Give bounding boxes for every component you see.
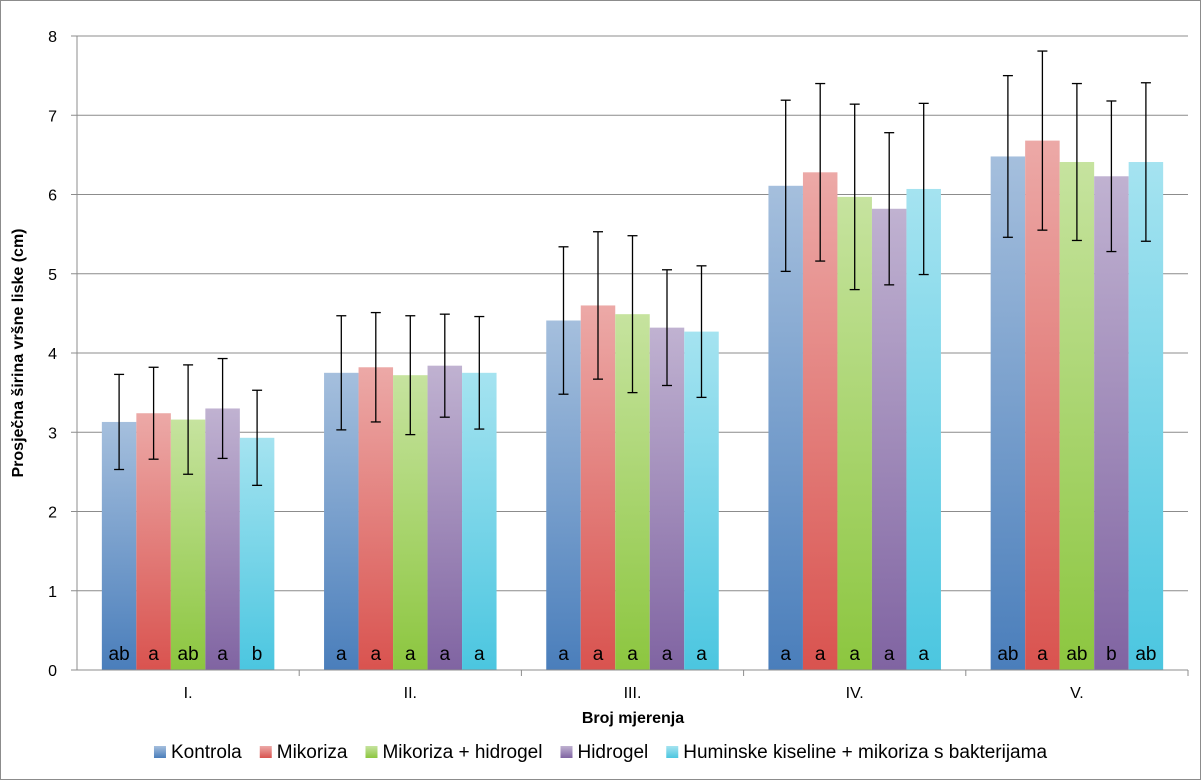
legend: Kontrola Mikoriza Mikoriza + hidrogel Hidro… (153, 742, 1047, 763)
legend-label: Hidrogel (577, 742, 648, 763)
significance-letter: a (849, 644, 860, 665)
bar (871, 208, 907, 670)
significance-letter: b (252, 644, 263, 665)
x-axis-label: Broj mjerenja (582, 710, 684, 727)
significance-letter: a (474, 644, 485, 665)
significance-letter: a (815, 644, 826, 665)
legend-swatch (259, 746, 272, 758)
y-tick-label: 2 (48, 505, 57, 522)
x-tick-label: III. (624, 685, 642, 702)
y-tick-label: 4 (48, 346, 57, 363)
legend-swatch (666, 746, 679, 758)
legend-label: Huminske kiseline + mikoriza s bakterija… (683, 742, 1047, 763)
significance-letter: a (336, 644, 347, 665)
bar (1094, 176, 1129, 670)
significance-letter: ab (178, 644, 199, 665)
y-tick-label: 5 (48, 267, 57, 284)
significance-letter: a (662, 644, 673, 665)
bar (990, 156, 1026, 670)
significance-letter: a (371, 644, 382, 665)
significance-letter: a (217, 644, 228, 665)
bar (1128, 162, 1164, 670)
significance-letter: a (593, 644, 604, 665)
y-tick-label: 8 (48, 29, 57, 46)
significance-letter: a (884, 644, 895, 665)
significance-letter: a (780, 644, 791, 665)
x-tick-label: I. (184, 685, 193, 702)
legend-label: Mikoriza (277, 742, 348, 763)
legend-swatch (365, 746, 378, 758)
y-tick-labels: 0 1 2 3 4 5 6 7 8 (48, 29, 57, 680)
legend-label: Kontrola (171, 742, 242, 763)
legend-label: Mikoriza + hidrogel (382, 742, 542, 763)
y-tick-label: 1 (48, 584, 57, 601)
x-tick-labels: I. II. III. IV. V. (184, 685, 1084, 702)
bars (101, 140, 1164, 671)
significance-letter: a (1037, 644, 1048, 665)
y-tick-label: 6 (48, 188, 57, 205)
legend-swatch (153, 746, 166, 758)
significance-letter: a (148, 644, 159, 665)
significance-letter: ab (1066, 644, 1087, 665)
significance-letter: ab (109, 644, 130, 665)
significance-letter: a (405, 644, 416, 665)
y-tick-label: 3 (48, 425, 57, 442)
significance-letter: a (440, 644, 451, 665)
y-tick-label: 7 (48, 108, 57, 125)
significance-letter: ab (997, 644, 1018, 665)
bar (1059, 162, 1095, 670)
y-tick-label: 0 (48, 663, 57, 680)
x-tick-label: V. (1070, 685, 1084, 702)
x-tick-label: II. (404, 685, 417, 702)
significance-letter: ab (1135, 644, 1156, 665)
x-tick-label: IV. (846, 685, 864, 702)
significance-letter: a (696, 644, 707, 665)
significance-letter: a (918, 644, 929, 665)
error-bars (114, 50, 1151, 486)
significance-letter: b (1106, 644, 1117, 665)
significance-letter: a (627, 644, 638, 665)
axes (71, 35, 1189, 676)
significance-letters: ab a ab a b a a a a a a a a a a a a a a a ab a ab b ab (109, 644, 1157, 665)
legend-swatch (560, 746, 573, 758)
y-axis-label: Prosječna širina vršne liske (cm) (10, 228, 27, 477)
significance-letter: a (558, 644, 569, 665)
